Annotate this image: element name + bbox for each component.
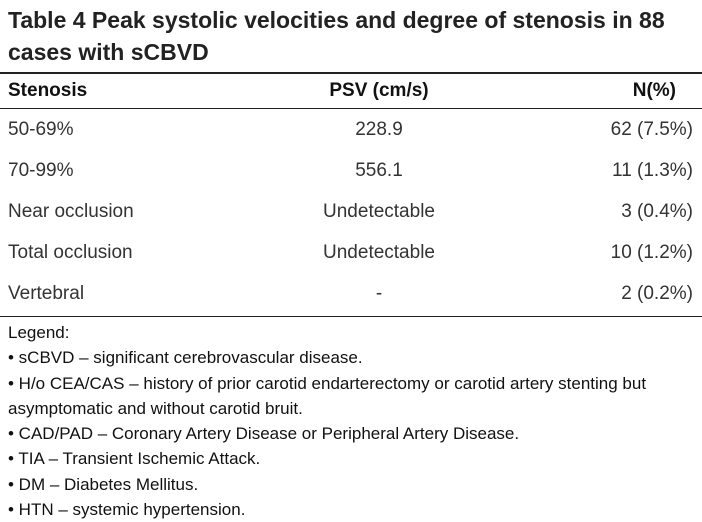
- table-cell: Undetectable: [323, 201, 435, 222]
- table-cell: Vertebral: [8, 283, 85, 304]
- header-cell: PSV (cm/s): [329, 80, 429, 101]
- table-cell: Total occlusion: [8, 242, 133, 263]
- legend-item: • DM – Diabetes Mellitus.: [8, 474, 199, 494]
- table-title: Table 4 Peak systolic velocities and deg…: [8, 7, 665, 65]
- legend-item: • H/o CEA/CAS – history of prior carotid…: [8, 373, 647, 418]
- table-cell: 556.1: [355, 160, 403, 181]
- legend-item: • sCBVD – significant cerebrovascular di…: [8, 348, 363, 368]
- legend-item: • HTN – systemic hypertension.: [8, 500, 246, 520]
- table-cell: -: [375, 283, 383, 304]
- header-cell: Stenosis: [8, 80, 88, 101]
- table-cell: Undetectable: [323, 242, 435, 263]
- table-cell: 228.9: [355, 119, 403, 140]
- legend-item: • TIA – Transient Ischemic Attack.: [8, 449, 261, 469]
- table-cell: 70-99%: [8, 160, 74, 181]
- table-cell: 3 (0.4%): [621, 201, 693, 222]
- top-rule: [0, 72, 702, 74]
- legend-heading: Legend:: [8, 323, 70, 342]
- table-cell: Near occlusion: [8, 201, 134, 222]
- table-cell: 11 (1.3%): [612, 160, 693, 181]
- header-cell: N(%): [632, 80, 676, 101]
- header-rule: [0, 108, 702, 109]
- legend: Legend: • sCBVD – significant cerebrovas…: [8, 320, 668, 522]
- table-cell: 62 (7.5%): [610, 119, 693, 140]
- bottom-rule: [0, 316, 702, 317]
- table-cell: 10 (1.2%): [610, 242, 693, 263]
- legend-item: • CAD/PAD – Coronary Artery Disease or P…: [8, 424, 520, 444]
- table-cell: 2 (0.2%): [621, 283, 693, 304]
- table-cell: 50-69%: [8, 119, 74, 140]
